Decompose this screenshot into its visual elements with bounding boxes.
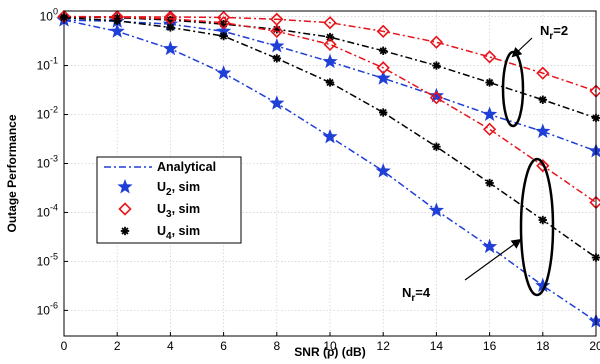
legend-label-u2: U2, sim	[157, 180, 200, 198]
data-point-u2-nr4	[375, 163, 391, 178]
x-axis-title: SNR (ρ) (dB)	[294, 345, 365, 359]
data-point-u4-nr4	[219, 31, 228, 41]
y-tick-label: 10-2	[37, 105, 58, 122]
series-line-u3-nr4	[63, 15, 597, 204]
data-point-u4-nr4	[272, 54, 281, 63]
data-point-u2-nr4	[269, 95, 285, 110]
data-point-u3-nr4	[376, 61, 390, 75]
tick-layer: 0 2 4 6 8 10 12 14 16 18 20 10-6 10-5 10-4 10-3 10-2 10-…	[37, 7, 600, 353]
annotation-layer: Nr=2 Nr=4	[402, 23, 568, 304]
data-point-u2-nr4	[162, 40, 179, 56]
data-point-u2-nr2	[375, 70, 391, 85]
data-point-u4-nr2	[485, 78, 494, 87]
data-point-u4-nr4	[113, 16, 122, 26]
data-point-u2-nr4	[215, 65, 232, 80]
series-line-u4-nr2	[63, 16, 597, 119]
legend-item-analytical: Analytical	[104, 160, 216, 174]
data-point-u3-nr2	[323, 16, 337, 30]
data-point-u4-nr2	[379, 46, 388, 56]
data-point-u3-nr4	[589, 195, 600, 210]
x-tick-label: 20	[589, 339, 600, 353]
data-point-u3-nr2	[376, 24, 390, 38]
data-point-u4-nr4	[325, 78, 335, 87]
data-point-u4-nr2	[432, 61, 441, 70]
legend-marker-u4	[120, 226, 130, 236]
nr4-arrow	[464, 238, 522, 281]
legend-item-u3: U3, sim	[118, 202, 200, 220]
y-tick-label: 10-6	[37, 300, 58, 317]
annotation-nr4: Nr=4	[402, 285, 431, 304]
data-point-u2-nr4	[109, 23, 125, 38]
x-tick-label: 12	[377, 339, 391, 353]
x-tick-label: 10	[323, 339, 337, 353]
data-point-u2-nr2	[215, 23, 232, 38]
legend-label-analytical: Analytical	[157, 160, 216, 174]
data-point-u4-nr2	[325, 32, 335, 42]
x-tick-label: 6	[220, 339, 227, 353]
y-tick-label: 100	[40, 7, 58, 24]
nr4-ellipse	[519, 157, 555, 297]
data-point-u3-nr4	[482, 122, 497, 136]
data-point-u3-nr2	[482, 50, 497, 64]
data-point-u2-nr4	[322, 128, 338, 144]
data-point-u4-nr4	[485, 178, 494, 188]
data-point-u4-nr4	[379, 108, 388, 117]
data-point-u3-nr2	[536, 66, 550, 80]
data-point-u2-nr4	[535, 277, 551, 293]
data-point-u3-nr4	[429, 91, 444, 105]
y-tick-label: 10-3	[37, 153, 58, 170]
legend-label-u3: U3, sim	[157, 202, 200, 220]
data-point-u2-nr2	[322, 53, 338, 69]
data-point-u2-nr4	[481, 238, 498, 254]
nr2-arrow	[511, 37, 533, 58]
data-point-u2-nr2	[269, 38, 285, 53]
data-point-u2-nr2	[428, 87, 445, 103]
legend-box	[96, 156, 242, 244]
data-point-u3-nr4	[270, 24, 284, 38]
data-point-u4-nr2	[538, 95, 547, 104]
legend-label-u4: U4, sim	[157, 224, 200, 242]
y-tick-label: 10-1	[37, 56, 58, 73]
data-point-u2-nr2	[588, 142, 600, 158]
x-tick-label: 18	[536, 339, 550, 353]
x-tick-label: 4	[167, 339, 174, 353]
data-point-u4-nr4	[432, 142, 441, 151]
legend: Analytical U2, sim U3, sim U4, sim	[96, 156, 242, 244]
data-point-u3-nr4	[536, 159, 550, 173]
data-point-u3-nr2	[429, 35, 444, 49]
y-tick-label: 10-4	[37, 202, 58, 219]
data-point-u2-nr2	[535, 123, 551, 138]
series-line-u2-nr4	[63, 19, 597, 322]
legend-item-u2: U2, sim	[117, 179, 200, 198]
data-point-u3-nr4	[216, 16, 231, 30]
data-point-u2-nr4	[428, 202, 445, 217]
y-tick-label: 10-5	[37, 251, 58, 268]
legend-marker-u2	[117, 179, 133, 194]
legend-item-u4: U4, sim	[120, 224, 200, 242]
legend-marker-u3	[118, 202, 132, 216]
x-tick-label: 16	[483, 339, 497, 353]
data-point-u2-nr2	[481, 106, 498, 121]
annotation-nr2: Nr=2	[540, 23, 568, 42]
data-point-u4-nr4	[538, 215, 547, 225]
x-tick-label: 2	[114, 339, 121, 353]
data-point-u4-nr4	[166, 23, 175, 32]
x-tick-label: 14	[430, 339, 444, 353]
data-point-u3-nr4	[323, 37, 337, 52]
data-point-u2-nr4	[588, 313, 600, 328]
series-line-u3-nr2	[63, 15, 597, 92]
x-tick-label: 8	[273, 339, 280, 353]
y-axis-title: Outage Performance	[5, 114, 19, 232]
x-tick-label: 0	[61, 339, 68, 353]
